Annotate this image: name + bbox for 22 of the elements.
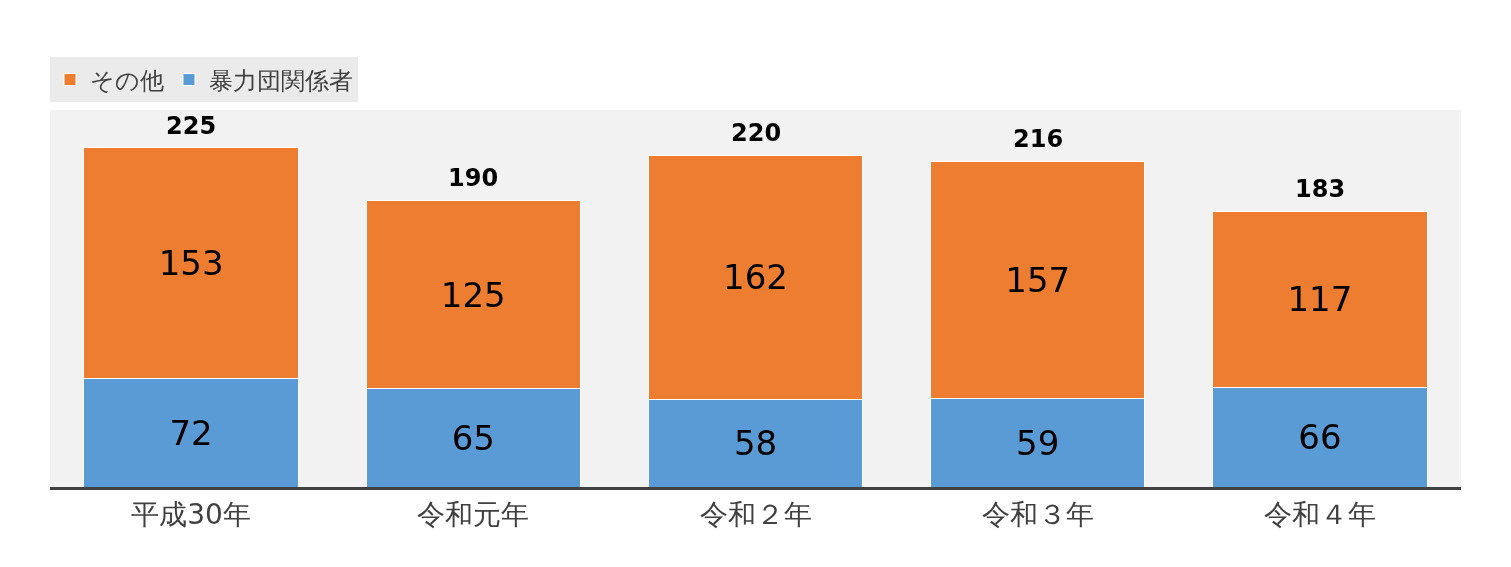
total-label: 183 <box>1295 175 1346 203</box>
legend-label: 暴力団関係者 <box>209 66 353 95</box>
data-label: 65 <box>451 417 495 458</box>
x-tick-label: 令和３年 <box>981 497 1094 531</box>
data-label: 117 <box>1287 279 1353 320</box>
legend-label: その他 <box>90 66 164 95</box>
data-label: 59 <box>1016 422 1060 463</box>
total-label: 190 <box>448 164 499 192</box>
x-tick-label: 平成30年 <box>131 497 251 531</box>
total-label: 220 <box>731 119 782 147</box>
data-label: 153 <box>158 243 224 284</box>
data-label: 66 <box>1298 417 1342 458</box>
data-label: 125 <box>440 274 506 315</box>
x-tick-label: 令和４年 <box>1263 497 1376 531</box>
data-label: 157 <box>1005 259 1071 300</box>
data-label: 72 <box>169 412 213 453</box>
total-label: 225 <box>166 112 217 140</box>
data-label: 58 <box>733 423 778 464</box>
x-tick-label: 令和元年 <box>417 497 530 531</box>
total-label: 216 <box>1013 125 1064 153</box>
data-label: 162 <box>723 257 788 298</box>
x-tick-label: 令和２年 <box>699 497 812 531</box>
